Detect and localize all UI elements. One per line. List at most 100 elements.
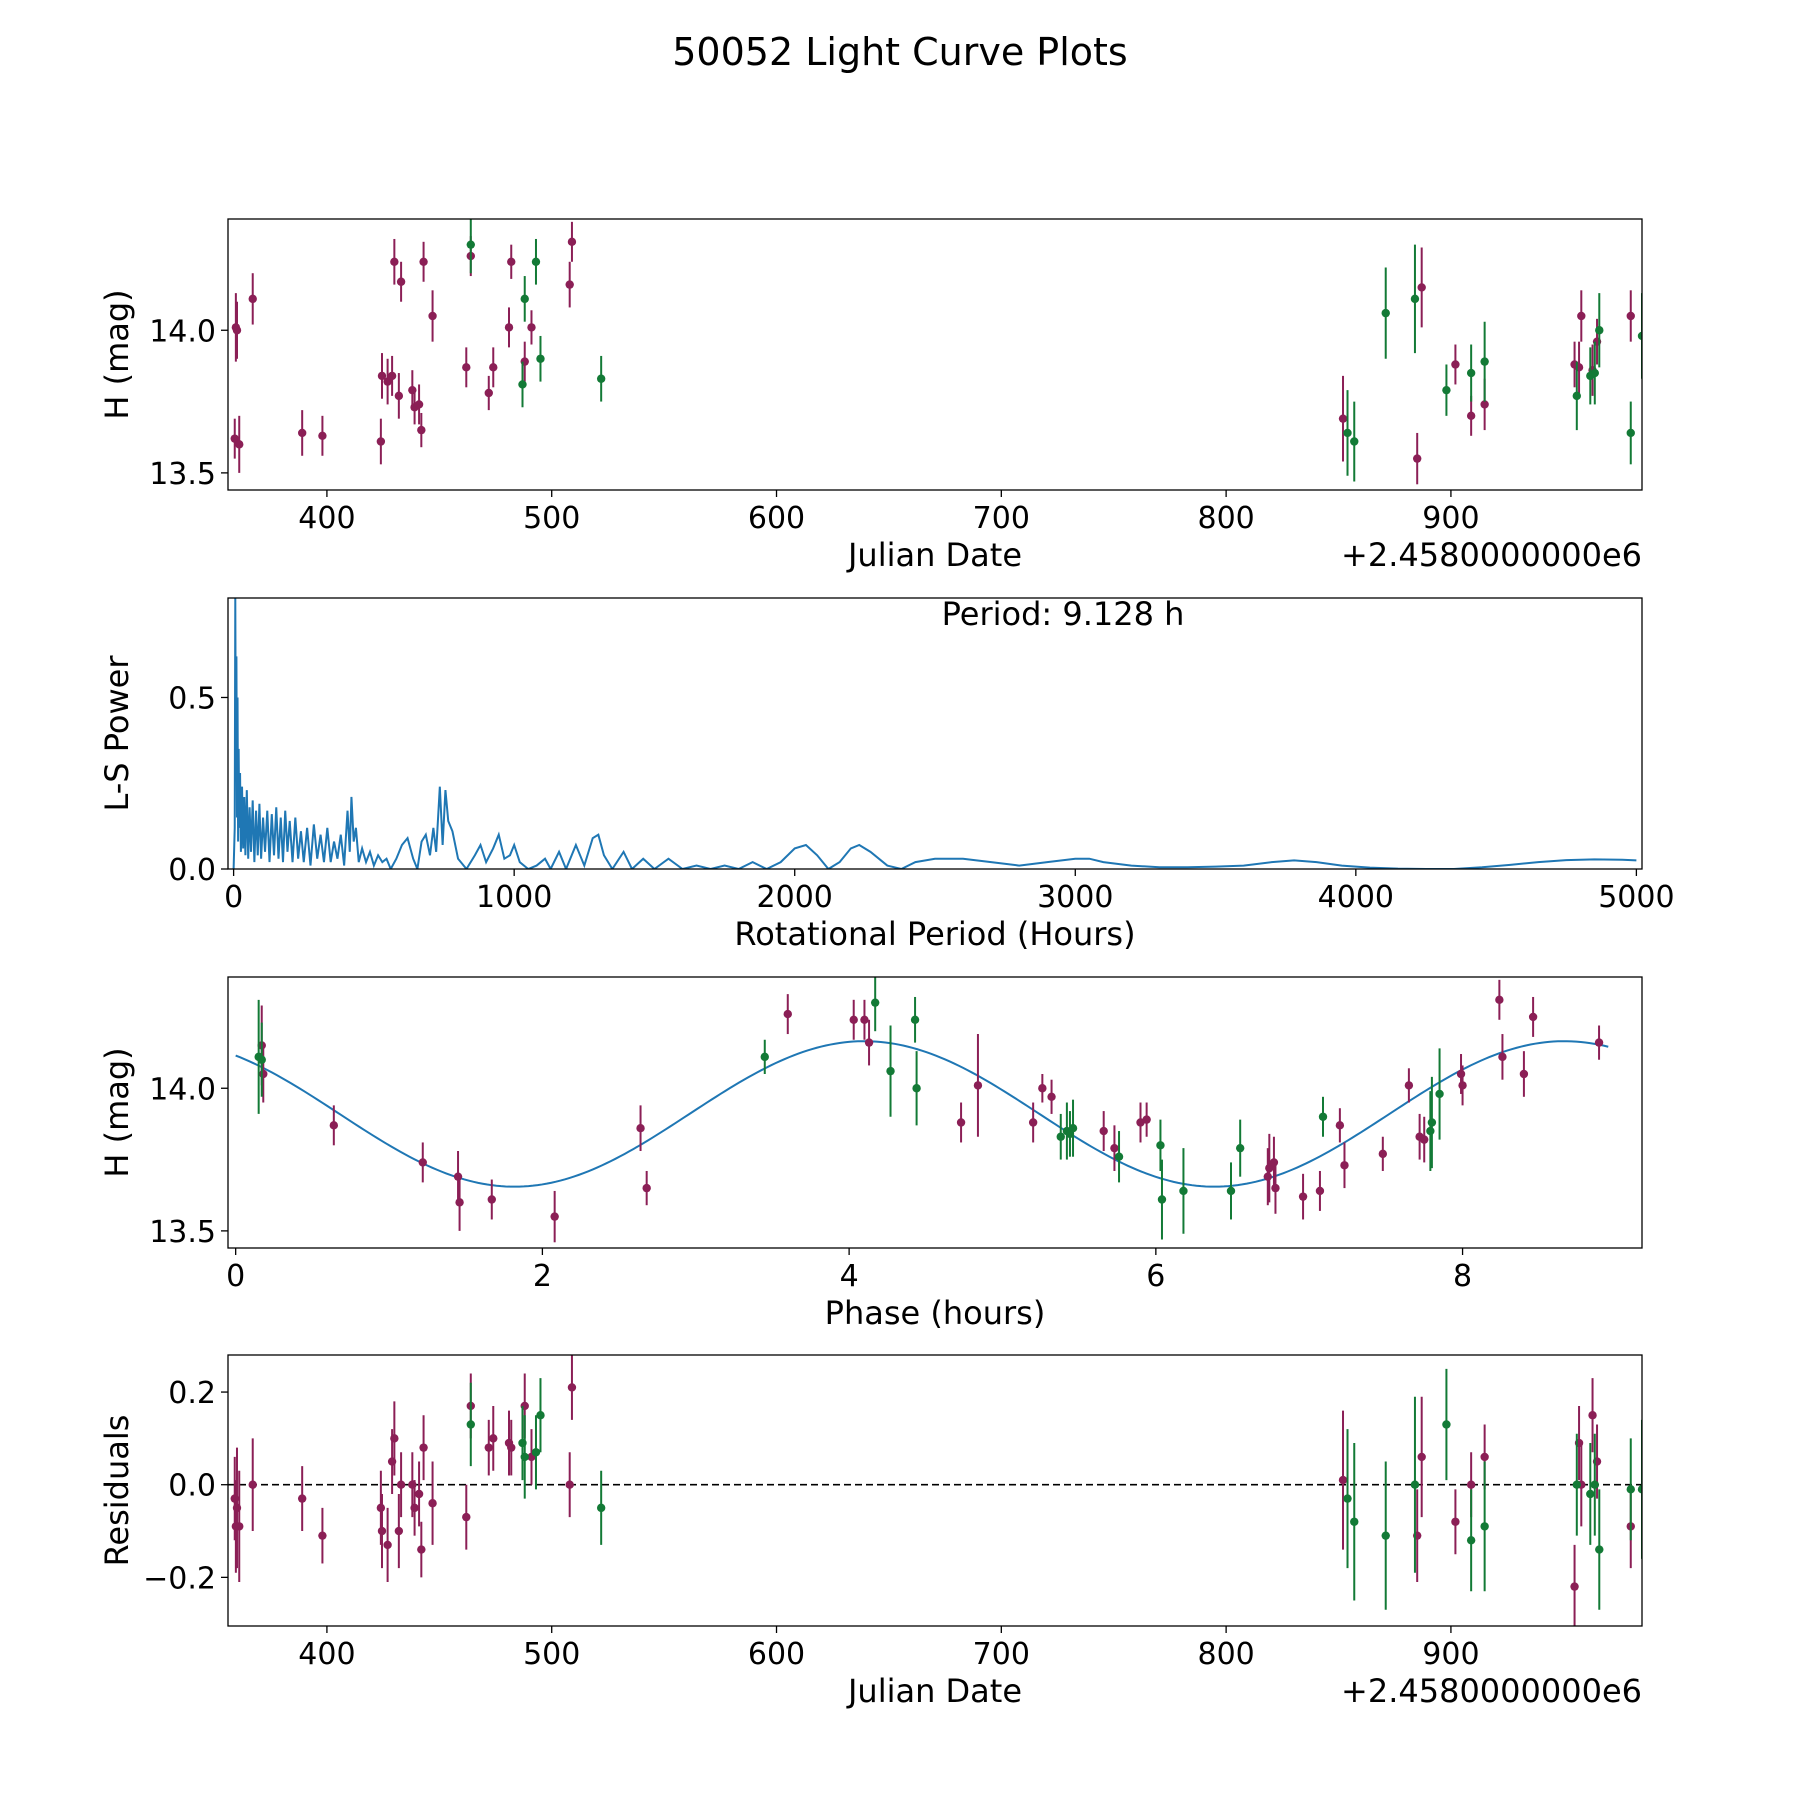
phased-band_a-point <box>636 1123 645 1133</box>
lightcurve-band_b-point <box>1595 326 1604 335</box>
residuals-band_a-point <box>428 1499 437 1508</box>
residuals-band_b-point <box>1480 1522 1489 1531</box>
phased-band_b-point <box>1226 1186 1236 1196</box>
periodogram-ytick-label: 0.0 <box>168 853 216 888</box>
phased-band_a-point <box>1519 1069 1529 1079</box>
lightcurve-band_a-point <box>377 371 387 381</box>
lightcurve-band_b-point <box>1350 437 1359 446</box>
lightcurve-band_b-point <box>1637 331 1642 341</box>
lightcurve-xtick-label: 700 <box>973 501 1030 536</box>
lightcurve-ytick-label: 13.5 <box>149 457 216 492</box>
residuals-band_a-point <box>565 1480 574 1489</box>
residuals-band_b-point <box>1350 1517 1359 1526</box>
phased-band_b-point <box>910 1015 920 1024</box>
residuals-band_a-point <box>1480 1452 1489 1462</box>
lightcurve-band_a-point <box>419 257 428 266</box>
periodogram-xtick-label: 5000 <box>1598 880 1674 915</box>
residuals-band_a-point <box>417 1545 426 1554</box>
phased-panel: 0 2 4 6 8 13.5 14.0 Phase (hours) H (mag) <box>98 976 1643 1332</box>
phased-band_a-point <box>1269 1158 1279 1167</box>
phased-ytick-label: 14.0 <box>149 1072 216 1107</box>
lightcurve-axes-frame <box>227 218 1643 491</box>
phased-ytick-label: 13.5 <box>149 1215 216 1250</box>
residuals-band_b-point <box>1442 1420 1451 1429</box>
residuals-band_b-point <box>1637 1485 1642 1494</box>
periodogram-axes-frame <box>227 597 1643 870</box>
residuals-band_b-point <box>1410 1480 1420 1489</box>
lightcurve-band_a-point <box>232 326 242 335</box>
lightcurve-band_a-point <box>1451 360 1460 369</box>
phased-ylabel: H (mag) <box>98 1047 136 1177</box>
lightcurve-band_b-point <box>531 257 541 266</box>
residuals-band_a-point <box>489 1434 498 1443</box>
phased-band_b-point <box>1179 1186 1188 1196</box>
periodogram-plot-area <box>232 598 1637 869</box>
lightcurve-band_a-point <box>565 280 574 289</box>
phased-band_a-point <box>1315 1186 1325 1196</box>
residuals-ytick-label: −0.2 <box>143 1561 216 1596</box>
lightcurve-ylabel: H (mag) <box>98 289 136 419</box>
lightcurve-band_a-point <box>489 363 498 372</box>
residuals-panel: 400 500 600 700 800 900 −0.2 0.0 0.2 Julian Date R… <box>98 1354 1643 1710</box>
residuals-band_b-point <box>1590 1480 1599 1489</box>
residuals-band_b-point <box>520 1452 529 1462</box>
periodogram-ytick-label: 0.5 <box>168 681 216 716</box>
periodogram-period-annotation: Period: 9.128 h <box>942 595 1185 633</box>
residuals-xtick-label: 400 <box>298 1637 355 1672</box>
lightcurve-band_a-point <box>1480 400 1489 409</box>
residuals-band_a-point <box>318 1531 327 1540</box>
phased-band_a-point <box>453 1172 463 1181</box>
residuals-band_a-point <box>377 1526 387 1536</box>
lightcurve-band_a-point <box>1412 454 1422 463</box>
phased-band_b-point <box>1068 1123 1078 1133</box>
lightcurve-xtick-label: 900 <box>1422 501 1479 536</box>
lightcurve-band_a-point <box>567 237 577 247</box>
lightcurve-band_b-point <box>1442 385 1451 395</box>
lightcurve-xlabel: Julian Date <box>846 536 1022 574</box>
phased-band_a-point <box>1340 1161 1349 1170</box>
lightcurve-band_a-point <box>527 323 536 332</box>
residuals-band_a-point <box>1417 1452 1426 1462</box>
residuals-band_a-point <box>396 1480 406 1489</box>
phased-band_a-point <box>1047 1092 1056 1102</box>
phased-plot-area <box>235 977 1609 1243</box>
residuals-band_a-point <box>248 1480 257 1489</box>
residuals-xtick-label: 900 <box>1422 1637 1479 1672</box>
residuals-offset-text: +2.4580000000e6 <box>1341 1672 1642 1710</box>
residuals-band_a-point <box>567 1383 577 1392</box>
lightcurve-ytick-label: 14.0 <box>149 314 216 349</box>
residuals-xtick-label: 600 <box>748 1637 805 1672</box>
lightcurve-band_b-point <box>1480 357 1489 366</box>
phased-band_a-point <box>956 1118 966 1127</box>
phased-band_a-point <box>455 1198 464 1207</box>
lightcurve-band_b-point <box>518 380 527 389</box>
lightcurve-xtick-label: 400 <box>298 501 355 536</box>
lightcurve-xtick-label: 800 <box>1197 501 1254 536</box>
residuals-band_b-point <box>1381 1531 1390 1540</box>
lightcurve-band_a-point <box>383 377 392 386</box>
residuals-band_a-point <box>1338 1475 1348 1485</box>
phased-band_a-point <box>418 1158 427 1167</box>
phased-band_b-point <box>1426 1126 1435 1136</box>
phased-band_a-point <box>1335 1121 1345 1130</box>
phased-band_a-point <box>329 1121 339 1130</box>
phased-band_b-point <box>1156 1141 1165 1150</box>
residuals-band_a-point <box>462 1512 471 1522</box>
phased-xtick-label: 8 <box>1453 1259 1472 1294</box>
lightcurve-band_a-point <box>428 311 437 321</box>
phased-band_a-point <box>1298 1192 1308 1201</box>
phased-band_a-point <box>1456 1069 1466 1079</box>
phased-band_a-point <box>487 1195 496 1204</box>
phased-band_a-point <box>1498 1052 1507 1062</box>
phased-band_a-point <box>1404 1081 1414 1090</box>
phased-band_b-point <box>1114 1152 1124 1161</box>
periodogram-series-line <box>232 598 1637 869</box>
phased-band_a-point <box>849 1015 858 1024</box>
lightcurve-band_b-point <box>466 240 475 249</box>
periodogram-panel: 0 1000 2000 3000 4000 5000 0.0 0.5 Rotational Pe… <box>98 595 1675 953</box>
residuals-band_a-point <box>410 1503 419 1513</box>
phased-axes-frame <box>227 976 1643 1249</box>
phased-band_a-point <box>1265 1163 1274 1173</box>
residuals-plot-area <box>228 1355 1642 1626</box>
